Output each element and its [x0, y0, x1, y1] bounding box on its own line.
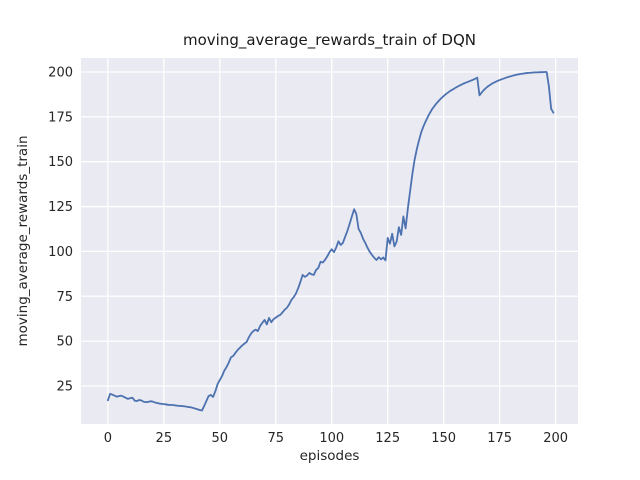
x-tick-label: 125 [375, 431, 400, 446]
y-tick-labels: 25 50 75 100 125 150 175 200 [48, 65, 73, 394]
x-tick-label: 200 [543, 431, 568, 446]
y-tick-label: 75 [56, 290, 73, 305]
x-tick-label: 75 [267, 431, 284, 446]
y-tick-label: 25 [56, 379, 73, 394]
y-tick-label: 200 [48, 65, 73, 80]
x-axis-label: episodes [300, 448, 360, 464]
y-axis-label: moving_average_rewards_train [15, 135, 31, 346]
plot-area [81, 58, 578, 424]
y-tick-label: 150 [48, 155, 73, 170]
chart-title: moving_average_rewards_train of DQN [183, 31, 476, 50]
x-tick-label: 175 [487, 431, 512, 446]
x-tick-label: 150 [431, 431, 456, 446]
x-tick-label: 25 [156, 431, 173, 446]
y-tick-label: 50 [56, 335, 73, 350]
y-tick-label: 175 [48, 110, 73, 125]
y-tick-label: 100 [48, 245, 73, 260]
x-tick-label: 50 [212, 431, 229, 446]
y-tick-label: 125 [48, 200, 73, 215]
x-tick-label: 100 [319, 431, 344, 446]
dqn-series-line [106, 71, 555, 412]
x-tick-labels: 0 25 50 75 100 125 150 175 200 [104, 431, 568, 446]
x-tick-label: 0 [104, 431, 112, 446]
